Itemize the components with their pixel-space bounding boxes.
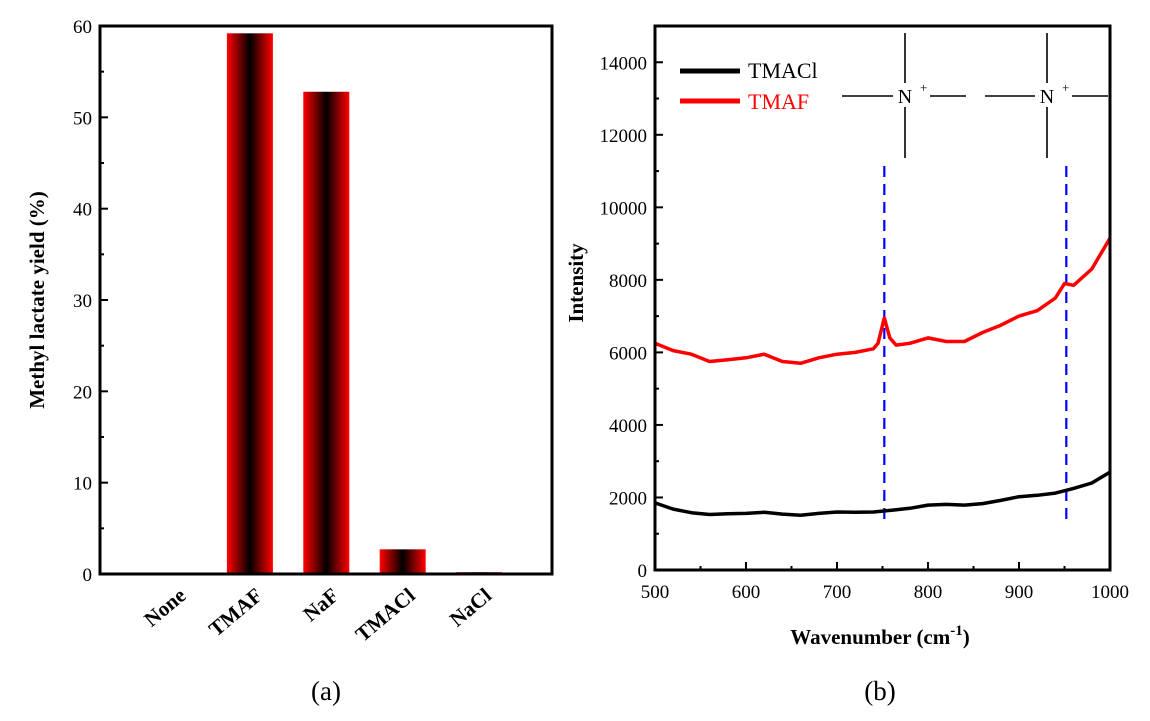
y-tick-label-a: 10 <box>73 474 92 495</box>
x-tick-label-b: 500 <box>641 582 670 603</box>
bar-tmaf <box>226 33 273 575</box>
ammonium-structure-2 <box>985 33 1108 158</box>
legend-label-tmacl: TMACl <box>748 58 818 83</box>
y-tick-label-b: 14000 <box>600 53 648 74</box>
y-tick-label-a: 50 <box>73 108 92 129</box>
x-tick-label-b: 700 <box>823 582 852 603</box>
legend-label-tmaf: TMAF <box>748 89 809 114</box>
legend: TMACl TMAF <box>680 58 818 114</box>
y-tick-label-b: 0 <box>638 561 648 582</box>
panel-a: 0 10 20 30 40 50 60 None TMAF NaF TMACl NaCl Methy… <box>25 17 554 706</box>
x-tick-label-b: 900 <box>1005 582 1034 603</box>
series-lines <box>654 237 1112 517</box>
category-labels: None TMAF NaF TMACl NaCl <box>139 583 496 646</box>
y-tick-label-a: 60 <box>73 17 92 38</box>
y-tick-label-a: 20 <box>73 382 92 403</box>
y-tick-label-b: 2000 <box>609 488 647 509</box>
reference-lines <box>883 166 1068 520</box>
structure-n-2: N <box>1040 86 1054 108</box>
structure-charge-1: + <box>920 80 927 95</box>
structure-n-1: N <box>898 86 912 108</box>
series-line-tmaf <box>654 237 1112 366</box>
y-ticks-a: 0 10 20 30 40 50 60 <box>73 17 108 586</box>
bar-naf <box>303 91 350 574</box>
x-tick-label-b: 800 <box>914 582 943 603</box>
y-axis-title-a: Methyl lactate yield (%) <box>25 191 49 409</box>
x-axis-title-main: Wavenumber (cm <box>790 625 951 649</box>
y-tick-label-a: 0 <box>83 565 93 586</box>
y-tick-label-a: 30 <box>73 291 92 312</box>
y-tick-label-b: 12000 <box>600 126 648 147</box>
panel-label-b: (b) <box>864 676 895 706</box>
panel-b: 0 2000 4000 6000 8000 10000 12000 14000 500 600 70… <box>564 24 1130 706</box>
category-label-nacl: NaCl <box>445 583 496 631</box>
bar-tmacl <box>379 549 426 574</box>
structure-charge-2: + <box>1062 80 1069 95</box>
y-tick-label-b: 8000 <box>609 271 647 292</box>
y-tick-label-a: 40 <box>73 200 92 221</box>
y-tick-label-b: 10000 <box>600 198 648 219</box>
category-label-naf: NaF <box>298 583 343 626</box>
category-label-tmaf: TMAF <box>204 583 267 641</box>
x-axis-title-close: ) <box>963 625 970 649</box>
series-line-tmacl <box>654 470 1111 517</box>
x-tick-label-b: 1000 <box>1091 582 1129 603</box>
ammonium-structure-1 <box>842 33 966 158</box>
y-tick-label-b: 6000 <box>609 343 647 364</box>
category-label-tmacl: TMACl <box>351 583 420 646</box>
x-tick-label-b: 600 <box>732 582 761 603</box>
category-label-none: None <box>139 583 190 631</box>
axis-ticks-b: 0 2000 4000 6000 8000 10000 12000 14000 500 600 70… <box>600 53 1130 603</box>
x-axis-title-sup: -1 <box>950 623 963 639</box>
y-tick-label-b: 4000 <box>609 416 647 437</box>
y-axis-title-b: Intensity <box>564 243 588 323</box>
panel-label-a: (a) <box>311 676 341 706</box>
x-axis-title-b: Wavenumber (cm-1) <box>790 623 970 649</box>
bars-group <box>226 33 503 575</box>
